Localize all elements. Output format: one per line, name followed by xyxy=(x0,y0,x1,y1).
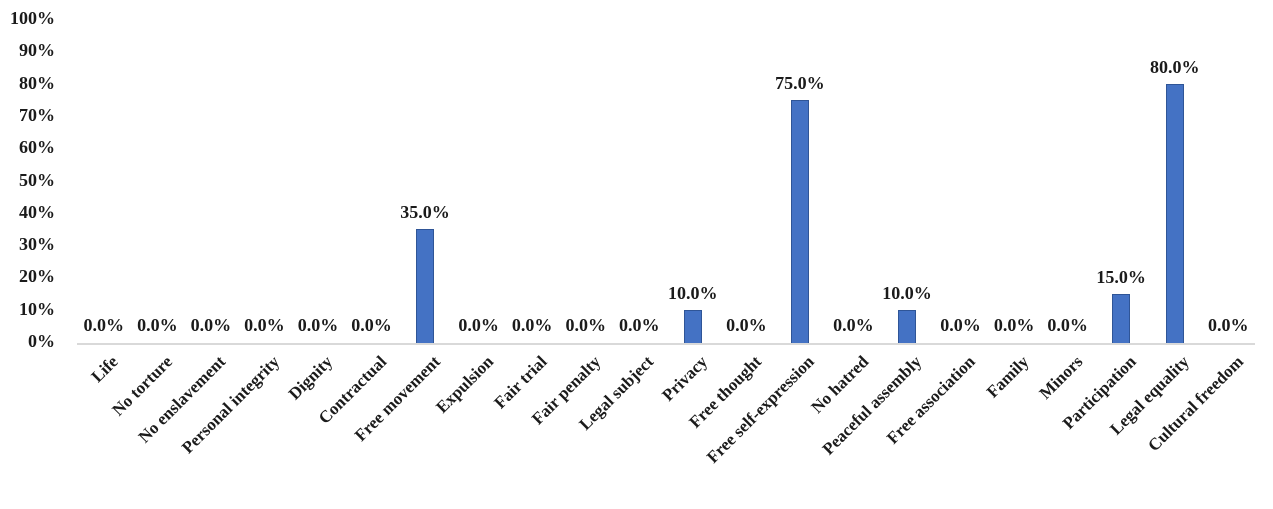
x-axis: Life No torture No enslavement Personal int… xyxy=(88,352,1247,467)
bar-value-label: 0.0% xyxy=(511,315,553,335)
bar-value-label: 0.0% xyxy=(190,315,232,335)
bar-slot: 0.0% xyxy=(827,20,881,343)
y-axis-tick-label: 0% xyxy=(28,331,55,351)
bar-value-label: 0.0% xyxy=(1047,315,1088,335)
bar-slot: 0.0% xyxy=(720,20,774,343)
bar-slot: 80.0% xyxy=(1148,20,1202,343)
bar-value-label: 0.0% xyxy=(993,315,1035,335)
bar-slot: 10.0% xyxy=(666,20,720,343)
y-axis-tick-label: 70% xyxy=(19,104,55,125)
bar-value-label: 0.0% xyxy=(244,315,285,335)
x-axis-line xyxy=(77,343,1255,345)
bar-value-label: 0.0% xyxy=(351,315,392,335)
bar-value-label: 0.0% xyxy=(726,315,767,335)
bar-slot: 0.0% xyxy=(559,20,613,343)
bar-slot: 0.0% xyxy=(934,20,988,343)
bar-value-label: 10.0% xyxy=(882,282,932,303)
y-axis-tick-label: 60% xyxy=(19,137,55,158)
bar xyxy=(1165,83,1184,343)
bar-slot: 0.0% xyxy=(1041,20,1095,343)
bar xyxy=(683,309,702,343)
y-axis-tick-label: 40% xyxy=(19,201,55,222)
bar-value-label: 0.0% xyxy=(1208,315,1249,335)
bar-slot: 0.0% xyxy=(184,20,238,343)
y-axis-tick-label: 10% xyxy=(19,298,55,319)
y-axis-tick-label: 30% xyxy=(19,234,55,255)
bar-value-label: 0.0% xyxy=(618,315,660,335)
bar-slot: 35.0% xyxy=(398,20,452,343)
bar-value-label: 0.0% xyxy=(833,315,874,335)
bar-value-label: 0.0% xyxy=(297,315,339,335)
bar xyxy=(416,228,435,343)
bar-slot: 0.0% xyxy=(131,20,185,343)
bar-slot: 0.0% xyxy=(1201,20,1255,343)
bar-value-label: 35.0% xyxy=(400,201,450,222)
y-axis-tick-label: 90% xyxy=(19,40,55,61)
bar-slot: 0.0% xyxy=(77,20,131,343)
bar-value-label: 75.0% xyxy=(775,72,825,93)
bar xyxy=(790,99,809,343)
bar-slot: 0.0% xyxy=(238,20,292,343)
bar-slot: 75.0% xyxy=(773,20,827,343)
bar-value-label: 80.0% xyxy=(1149,56,1200,77)
bar-value-label: 15.0% xyxy=(1096,266,1146,287)
bar-slot: 0.0% xyxy=(452,20,506,343)
y-axis-tick-label: 50% xyxy=(19,169,55,190)
bar-slot: 0.0% xyxy=(505,20,559,343)
bar-slot: 0.0% xyxy=(987,20,1041,343)
y-axis-tick-label: 80% xyxy=(19,72,55,93)
y-axis-tick-label: 100% xyxy=(10,8,55,28)
bar-slot: 0.0% xyxy=(345,20,399,343)
bar-slot: 15.0% xyxy=(1094,20,1148,343)
y-axis-tick-label: 20% xyxy=(19,266,55,287)
y-axis: 0% 10% 20% 30% 40% 50% 60% 70% 80% 90% 100% xyxy=(0,8,55,351)
bar-value-label: 0.0% xyxy=(83,315,125,335)
bar-slot: 10.0% xyxy=(880,20,934,343)
bar xyxy=(1112,293,1131,343)
bar-slot: 0.0% xyxy=(612,20,666,343)
bar-value-label: 0.0% xyxy=(137,315,178,335)
bar-value-label: 10.0% xyxy=(668,282,718,303)
bar-value-label: 0.0% xyxy=(565,315,606,335)
plot-area: 0.0% 0.0% 0.0% 0.0% 0.0% 0.0% 35.0% 0.0% 0.0% 0.0… xyxy=(77,20,1255,343)
bar-value-label: 0.0% xyxy=(458,315,499,335)
bar-slot: 0.0% xyxy=(291,20,345,343)
bar-value-label: 0.0% xyxy=(940,315,981,335)
bar xyxy=(897,309,916,343)
